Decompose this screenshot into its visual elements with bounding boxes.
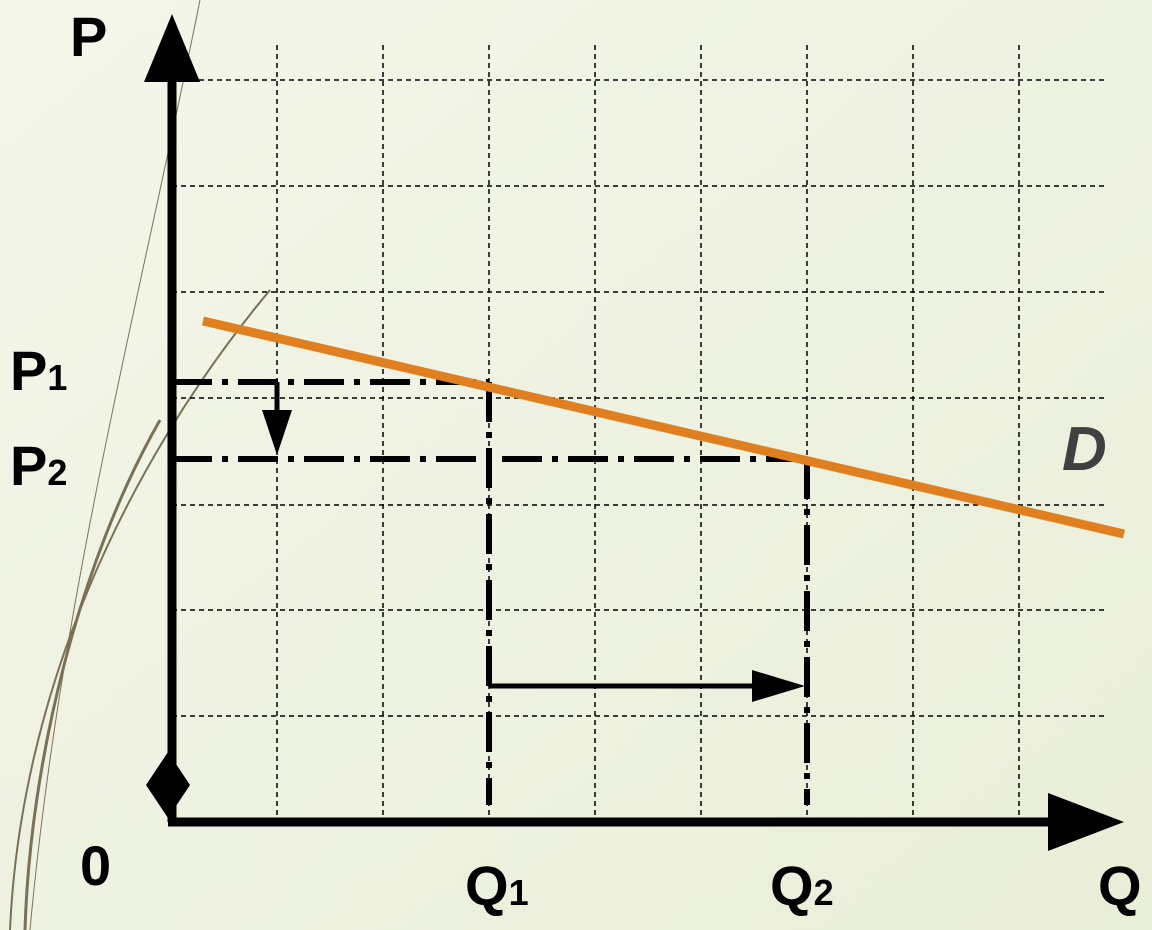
letter: Q [770, 854, 814, 917]
letter: P [10, 434, 47, 497]
x-axis-label: Q [1098, 854, 1142, 917]
y-axis-label: P [70, 5, 107, 68]
subscript: 1 [509, 872, 529, 913]
quantity-label: Q1 [465, 854, 529, 917]
subscript: 2 [814, 872, 834, 913]
axes [144, 14, 1124, 851]
guide-lines [172, 379, 810, 805]
subscript: 2 [47, 452, 67, 493]
quantity-label: Q2 [770, 854, 834, 917]
letter: Q [465, 854, 509, 917]
subscript: 1 [47, 357, 67, 398]
price-label: P1 [10, 339, 67, 402]
letter: P [10, 339, 47, 402]
price-label: P2 [10, 434, 67, 497]
arrows [262, 382, 805, 702]
demand-curve [201, 316, 1126, 539]
origin-label: 0 [80, 834, 111, 897]
curve-label: D [1062, 415, 1107, 484]
